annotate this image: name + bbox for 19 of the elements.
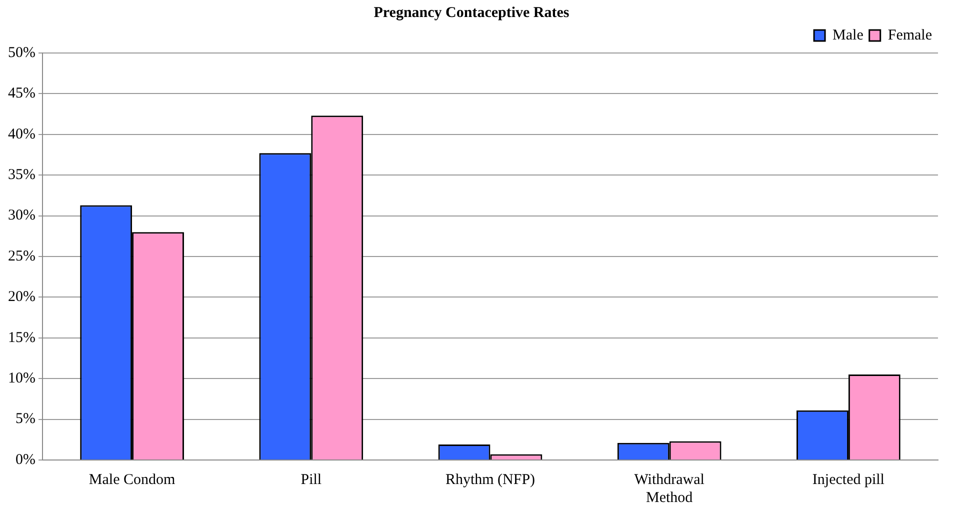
- x-tick-label: Injected pill: [812, 472, 884, 488]
- y-tick-label: 25%: [8, 248, 36, 264]
- y-tick-label: 45%: [8, 86, 36, 102]
- y-tick-label: 30%: [8, 208, 36, 224]
- y-tick-label: 15%: [8, 330, 36, 346]
- y-tick-label: 10%: [8, 370, 36, 387]
- legend-label: Male: [832, 27, 864, 44]
- x-tick-label: Rhythm (NFP): [445, 472, 536, 488]
- legend-label: Female: [888, 27, 932, 44]
- y-tick-label: 5%: [15, 411, 36, 428]
- y-tick-label: 0%: [15, 452, 36, 468]
- x-tick-label: Male Condom: [88, 472, 176, 488]
- y-tick-label: 35%: [8, 167, 36, 184]
- x-tick-label: Withdrawal Method: [634, 472, 704, 506]
- y-tick-label: 20%: [8, 289, 36, 306]
- x-tick-label: Pill: [300, 472, 322, 488]
- y-tick-label: 50%: [8, 44, 36, 61]
- chart-title: Pregnancy Contaceptive Rates: [374, 4, 570, 21]
- y-tick-label: 40%: [8, 126, 36, 142]
